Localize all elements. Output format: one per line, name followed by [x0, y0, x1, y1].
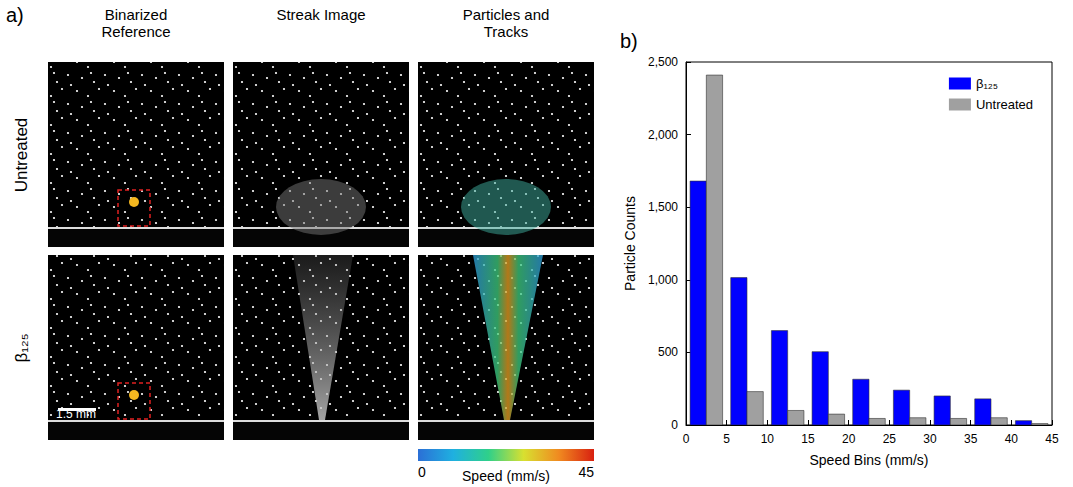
svg-text:Speed (mm/s): Speed (mm/s) [462, 468, 550, 484]
html-text:b): b) [620, 30, 638, 52]
html-text:β₁₂₅: β₁₂₅ [12, 333, 31, 362]
svg-text:35: 35 [964, 432, 978, 446]
svg-text:0: 0 [683, 432, 690, 446]
html-text:Binarized Reference: Binarized Reference [101, 6, 171, 40]
svg-text:0: 0 [671, 418, 678, 432]
svg-text:1,000: 1,000 [648, 273, 678, 287]
svg-text:30: 30 [923, 432, 937, 446]
svg-text:2,000: 2,000 [648, 128, 678, 142]
svg-text:Untreated: Untreated [976, 97, 1033, 112]
svg-text:45: 45 [1045, 432, 1059, 446]
svg-text:500: 500 [658, 345, 678, 359]
svg-text:2,500: 2,500 [648, 55, 678, 69]
svg-text:Particle Counts: Particle Counts [622, 196, 638, 291]
svg-text:25: 25 [883, 432, 897, 446]
svg-text:0: 0 [418, 464, 426, 480]
svg-text:5: 5 [723, 432, 730, 446]
html-text:Untreated: Untreated [12, 117, 31, 192]
svg-text:45: 45 [578, 464, 594, 480]
svg-text:Speed Bins (mm/s): Speed Bins (mm/s) [809, 452, 928, 468]
svg-text:1,500: 1,500 [648, 200, 678, 214]
svg-text:1.5 mm: 1.5 mm [56, 407, 96, 421]
svg-text:40: 40 [1005, 432, 1019, 446]
svg-text:β₁₂₅: β₁₂₅ [976, 76, 998, 91]
html-text:Particles and Tracks: Particles and Tracks [462, 6, 550, 40]
svg-text:20: 20 [842, 432, 856, 446]
svg-text:10: 10 [761, 432, 775, 446]
svg-text:15: 15 [801, 432, 815, 446]
html-text:Streak Image: Streak Image [276, 6, 366, 23]
html-text:a): a) [6, 4, 24, 26]
